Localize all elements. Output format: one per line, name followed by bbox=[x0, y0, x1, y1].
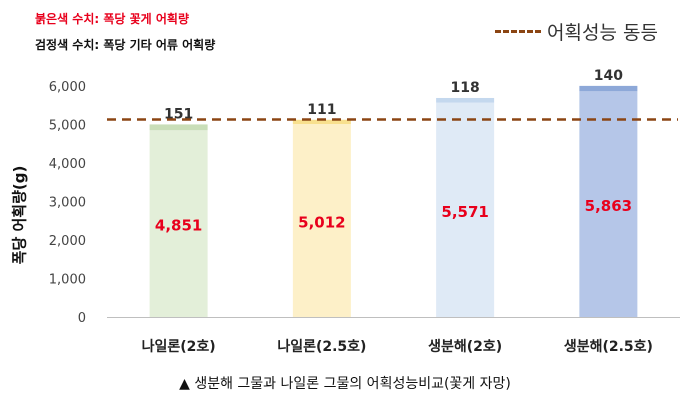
x-tick-label: 나일론(2호) bbox=[142, 339, 216, 355]
y-tick-label: 1,000 bbox=[49, 273, 86, 288]
data-label-other-fish: 111 bbox=[307, 102, 336, 118]
bar-other-fish bbox=[579, 85, 638, 92]
data-label-crab: 5,863 bbox=[585, 197, 632, 215]
note-red-values: 붉은색 수치: 폭당 꽃게 어획량 bbox=[35, 12, 189, 26]
y-tick-label: 0 bbox=[78, 311, 86, 326]
bar-other-fish bbox=[292, 119, 351, 125]
y-tick-label: 3,000 bbox=[49, 196, 86, 211]
data-label-other-fish: 118 bbox=[451, 80, 480, 96]
y-tick-label: 2,000 bbox=[49, 234, 86, 249]
y-tick-label: 4,000 bbox=[49, 157, 86, 172]
data-label-crab: 5,571 bbox=[441, 203, 488, 221]
x-tick-label: 생분해(2호) bbox=[428, 339, 502, 355]
y-tick-label: 5,000 bbox=[49, 119, 86, 134]
data-label-crab: 4,851 bbox=[155, 217, 202, 235]
legend-dashed-line bbox=[495, 29, 541, 33]
x-tick-label: 나일론(2.5호) bbox=[277, 339, 366, 355]
data-label-other-fish: 140 bbox=[594, 68, 623, 84]
bar-other-fish bbox=[436, 97, 495, 103]
bar-crab bbox=[579, 91, 638, 317]
y-tick-label: 6,000 bbox=[49, 80, 86, 95]
bar-crab bbox=[149, 130, 208, 317]
bar-crab bbox=[436, 102, 495, 317]
bar-other-fish bbox=[149, 124, 208, 131]
data-label-crab: 5,012 bbox=[298, 214, 345, 232]
x-tick-label: 생분해(2.5호) bbox=[564, 339, 653, 355]
legend-label: 어획성능 동등 bbox=[547, 21, 658, 44]
note-black-values: 검정색 수치: 폭당 기타 어류 어획량 bbox=[35, 38, 216, 52]
figure-caption: ▲ 생분해 그물과 나일론 그물의 어획성능비교(꽃게 자망) bbox=[179, 376, 511, 392]
legend: 어획성능 동등 bbox=[495, 18, 658, 44]
bar-crab bbox=[292, 124, 351, 318]
